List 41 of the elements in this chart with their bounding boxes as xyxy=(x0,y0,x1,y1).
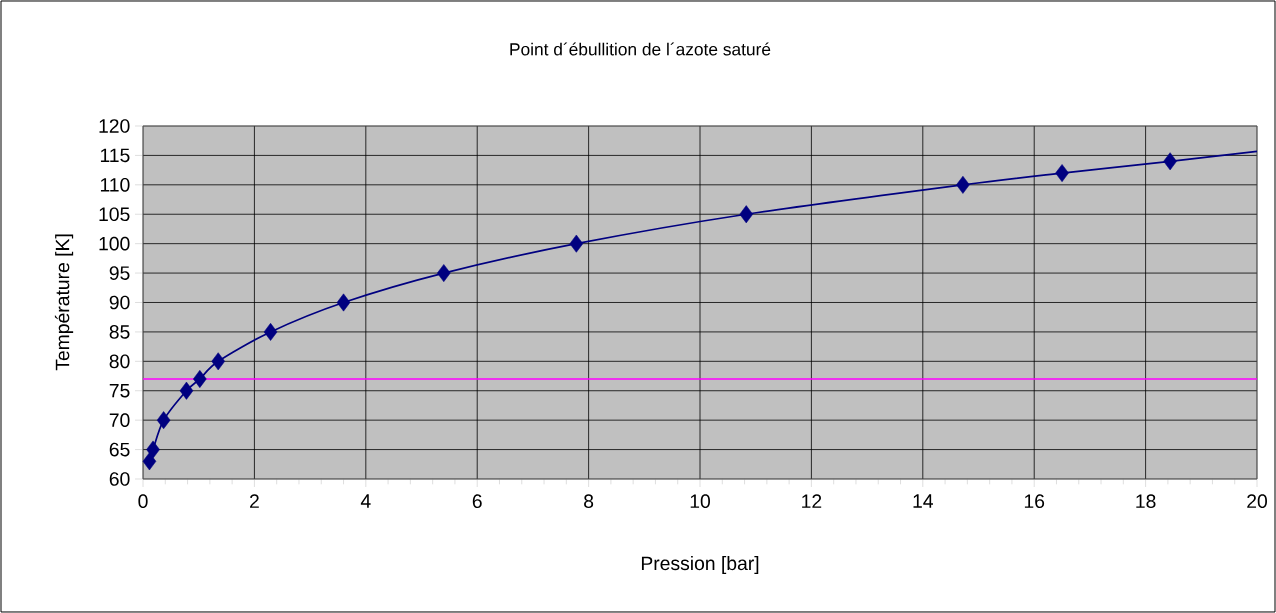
point xyxy=(263,322,278,341)
x-tick-label: 18 xyxy=(1136,494,1156,509)
point xyxy=(1055,164,1069,182)
y-tick-label: 115 xyxy=(100,148,130,163)
x-tick-label: 6 xyxy=(472,494,482,509)
y-tick-label: 75 xyxy=(109,384,130,398)
point xyxy=(1163,152,1177,171)
point xyxy=(193,370,207,388)
x-tick-label: 2 xyxy=(250,494,259,508)
point xyxy=(146,440,160,459)
point xyxy=(156,411,171,430)
y-tick-label: 95 xyxy=(109,266,130,280)
x-tick-label: 10 xyxy=(690,494,710,509)
x-tick-label: 14 xyxy=(913,494,933,508)
y-tick-label: 80 xyxy=(109,354,130,369)
point xyxy=(211,352,225,371)
y-tick-label: 120 xyxy=(99,119,130,133)
x-tick-label: 20 xyxy=(1247,494,1267,509)
point xyxy=(437,264,451,283)
y-axis-title: Température [K] xyxy=(54,234,74,371)
x-tick-label: 4 xyxy=(360,494,371,508)
y-tick-label: 70 xyxy=(109,413,130,427)
x-tick-label: 0 xyxy=(138,494,148,509)
y-tick-label: 105 xyxy=(99,207,130,222)
y-tick-label: 90 xyxy=(109,295,130,310)
chart-title: Point d´ébullition de l´azote saturé xyxy=(510,42,771,56)
point xyxy=(179,381,194,400)
point xyxy=(569,234,584,253)
point xyxy=(956,175,970,194)
x-tick-label: 12 xyxy=(802,494,822,508)
y-tick-label: 65 xyxy=(109,442,130,457)
x-tick-label: 8 xyxy=(584,494,594,509)
y-tick-label: 110 xyxy=(100,177,130,192)
point xyxy=(336,293,351,312)
y-tick-label: 100 xyxy=(99,236,130,251)
point xyxy=(739,205,754,224)
x-tick-label: 16 xyxy=(1024,494,1045,509)
y-tick-label: 60 xyxy=(109,472,130,486)
point xyxy=(142,452,157,471)
y-tick-label: 85 xyxy=(109,325,130,339)
x-axis-title: Pression [bar] xyxy=(641,555,759,574)
